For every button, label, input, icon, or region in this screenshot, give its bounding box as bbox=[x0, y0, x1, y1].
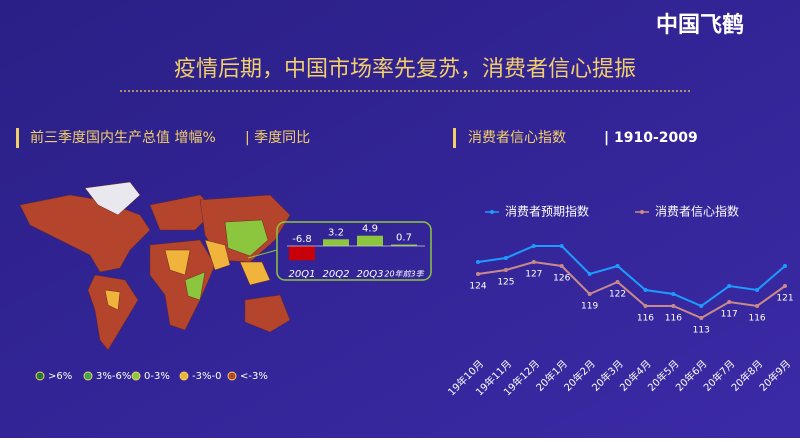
data-label: 126 bbox=[553, 274, 570, 284]
bar bbox=[289, 246, 315, 261]
point bbox=[783, 284, 787, 288]
legend-label: 3%-6% bbox=[96, 371, 131, 382]
data-label: 122 bbox=[609, 290, 626, 300]
data-label: 116 bbox=[665, 314, 682, 324]
point bbox=[671, 304, 676, 308]
legend-swatch bbox=[83, 371, 93, 381]
point bbox=[643, 304, 648, 308]
category-label: 20年前3季 bbox=[384, 270, 424, 279]
point bbox=[587, 272, 592, 276]
point bbox=[615, 280, 620, 284]
line-title: 消费者信心指数 bbox=[468, 130, 566, 146]
point bbox=[643, 288, 648, 292]
legend-label: <-3% bbox=[240, 371, 268, 382]
point bbox=[531, 244, 536, 248]
data-label: 113 bbox=[693, 326, 710, 336]
point bbox=[755, 304, 760, 308]
point bbox=[503, 256, 508, 260]
point bbox=[476, 260, 480, 264]
section-bar bbox=[16, 128, 19, 148]
category-label: 20Q1 bbox=[289, 269, 316, 280]
point bbox=[587, 292, 592, 296]
data-label: 124 bbox=[469, 282, 486, 292]
map-subtitle: | 季度同比 bbox=[245, 130, 310, 146]
category-label: 20Q2 bbox=[323, 269, 350, 280]
legend-label: 消费者预期指数 bbox=[505, 204, 589, 219]
gdp-bars: -6.8 20Q1 3.2 20Q2 4.9 20Q3 0.7 20年前3季 bbox=[287, 224, 425, 280]
point bbox=[783, 264, 787, 268]
point bbox=[531, 260, 536, 264]
legend-swatch bbox=[131, 371, 141, 381]
map-legend: >6% 3%-6% 0-3% -3%-0 <-3% bbox=[35, 371, 268, 382]
point bbox=[727, 300, 732, 304]
data-label: 125 bbox=[497, 278, 514, 288]
point bbox=[699, 304, 704, 308]
legend-marker bbox=[640, 210, 644, 214]
map-title: 前三季度国内生产总值 增幅% bbox=[30, 129, 216, 146]
point bbox=[755, 288, 760, 292]
section-bar bbox=[453, 128, 456, 148]
data-label: 119 bbox=[581, 302, 598, 312]
bar bbox=[391, 244, 417, 246]
point bbox=[476, 272, 480, 276]
world-map bbox=[19, 181, 291, 351]
inset-box bbox=[276, 221, 432, 281]
legend-label: 0-3% bbox=[144, 371, 170, 382]
value-label: 4.9 bbox=[362, 224, 378, 235]
value-label: -6.8 bbox=[292, 234, 312, 245]
legend-swatch bbox=[179, 371, 189, 381]
logo: 中国飞鹤 bbox=[656, 12, 744, 38]
data-label: 127 bbox=[525, 270, 542, 280]
series-line bbox=[477, 245, 786, 308]
legend-label: >6% bbox=[48, 371, 72, 382]
category-label: 20Q3 bbox=[357, 269, 384, 280]
legend-marker bbox=[490, 210, 494, 214]
legend-swatch bbox=[35, 371, 45, 381]
legend-label: 消费者信心指数 bbox=[655, 204, 739, 219]
point bbox=[699, 316, 704, 320]
line-subtitle: | 1910-2009 bbox=[604, 130, 698, 146]
legend-swatch bbox=[227, 371, 237, 381]
point bbox=[503, 268, 508, 272]
value-label: 3.2 bbox=[328, 227, 344, 238]
value-label: 0.7 bbox=[396, 233, 412, 244]
bar bbox=[323, 239, 349, 246]
series-line bbox=[477, 260, 786, 320]
point bbox=[615, 264, 620, 268]
inset-pointer bbox=[247, 249, 278, 259]
bar bbox=[357, 235, 383, 246]
headline: 疫情后期，中国市场率先复苏，消费者信心提振 bbox=[174, 57, 636, 82]
point bbox=[671, 292, 676, 296]
data-label: 121 bbox=[776, 294, 793, 304]
data-label: 116 bbox=[637, 314, 654, 324]
legend-label: -3%-0 bbox=[192, 371, 221, 382]
data-label: 117 bbox=[721, 310, 738, 320]
data-label: 116 bbox=[748, 314, 765, 324]
point bbox=[559, 264, 564, 268]
point bbox=[559, 244, 564, 248]
point bbox=[727, 284, 732, 288]
